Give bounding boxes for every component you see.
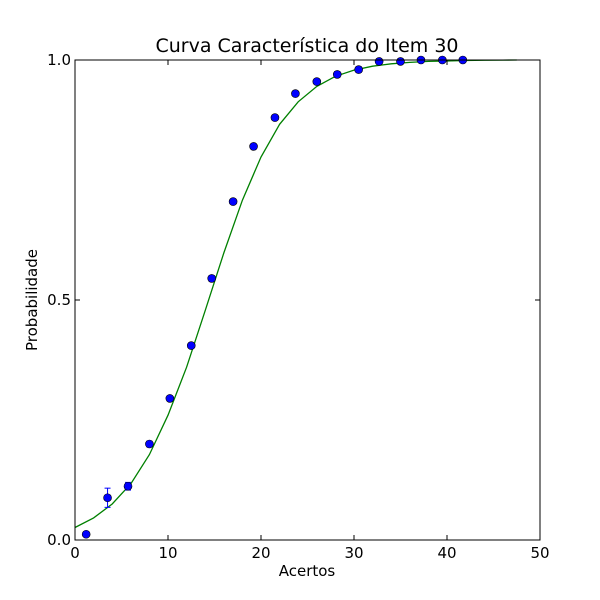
- data-point: [103, 493, 112, 503]
- x-tick-label: 50: [530, 544, 549, 562]
- data-point: [312, 77, 322, 86]
- data-point: [186, 341, 196, 350]
- y-tick-label: 1.0: [47, 51, 71, 69]
- data-point: [123, 481, 133, 491]
- data-point: [291, 89, 300, 98]
- x-tick-label: 30: [344, 544, 363, 562]
- data-point: [374, 57, 384, 66]
- data-point: [354, 65, 363, 74]
- x-axis-label: Acertos: [279, 562, 336, 580]
- ticks-layer: 0 10 20 30 40 50 0.0 0.5 1.0: [47, 51, 549, 562]
- data-point: [228, 197, 238, 206]
- x-tick-label: 10: [158, 544, 177, 562]
- x-tick-label: 40: [437, 544, 456, 562]
- data-point: [207, 274, 217, 283]
- y-tick-label: 0.5: [47, 291, 71, 309]
- points-layer: [81, 55, 468, 539]
- data-point: [249, 142, 258, 151]
- data-point: [81, 529, 91, 539]
- data-point: [396, 57, 405, 66]
- plot-area: [75, 60, 540, 540]
- x-tick-label: 0: [70, 544, 80, 562]
- data-point: [270, 113, 280, 122]
- data-point: [165, 394, 175, 403]
- data-point: [332, 70, 342, 79]
- y-tick-label: 0.0: [47, 531, 71, 549]
- chart-title: Curva Característica do Item 30: [155, 35, 458, 57]
- data-point: [145, 439, 154, 449]
- y-axis-label: Probabilidade: [23, 249, 41, 351]
- x-tick-label: 20: [251, 544, 270, 562]
